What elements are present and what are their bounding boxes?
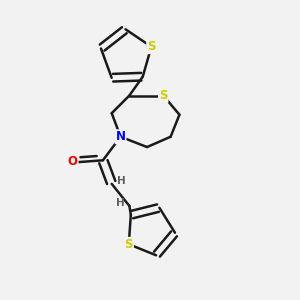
Text: S: S xyxy=(147,40,156,53)
Text: N: N xyxy=(116,130,126,143)
Text: H: H xyxy=(117,176,125,186)
Text: S: S xyxy=(159,89,167,102)
Text: O: O xyxy=(68,155,78,168)
Text: H: H xyxy=(116,198,124,208)
Text: S: S xyxy=(124,238,133,251)
